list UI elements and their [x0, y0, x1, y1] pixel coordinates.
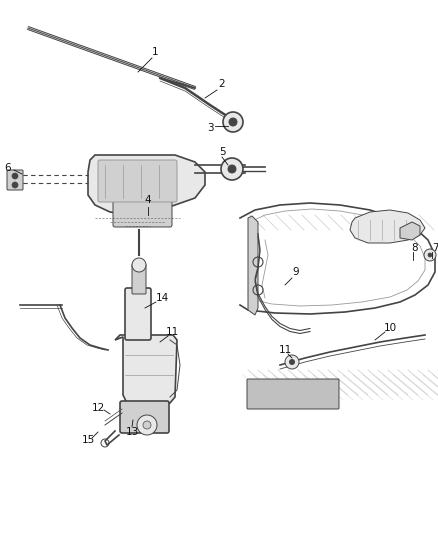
- Polygon shape: [248, 216, 258, 315]
- Text: 3: 3: [207, 123, 213, 133]
- FancyBboxPatch shape: [98, 160, 177, 202]
- FancyBboxPatch shape: [247, 379, 339, 409]
- FancyBboxPatch shape: [113, 198, 172, 227]
- Text: 12: 12: [92, 403, 105, 413]
- Circle shape: [223, 112, 243, 132]
- Polygon shape: [350, 210, 425, 243]
- Circle shape: [221, 158, 243, 180]
- Text: 10: 10: [383, 323, 396, 333]
- Text: 13: 13: [125, 427, 138, 437]
- Text: 14: 14: [155, 293, 169, 303]
- Text: 2: 2: [219, 79, 225, 89]
- Circle shape: [428, 253, 432, 257]
- Text: 4: 4: [145, 195, 151, 205]
- Circle shape: [132, 258, 146, 272]
- Polygon shape: [400, 222, 420, 240]
- Circle shape: [229, 118, 237, 126]
- Text: 11: 11: [279, 345, 292, 355]
- FancyBboxPatch shape: [7, 170, 23, 190]
- Circle shape: [285, 355, 299, 369]
- FancyBboxPatch shape: [120, 401, 169, 433]
- Text: 11: 11: [166, 327, 179, 337]
- Circle shape: [228, 165, 236, 173]
- Circle shape: [289, 359, 295, 365]
- Text: 5: 5: [219, 147, 225, 157]
- Text: 15: 15: [81, 435, 95, 445]
- FancyBboxPatch shape: [125, 288, 151, 340]
- Text: 6: 6: [5, 163, 11, 173]
- Polygon shape: [115, 335, 177, 403]
- Text: 7: 7: [432, 243, 438, 253]
- Text: 8: 8: [412, 243, 418, 253]
- Circle shape: [424, 249, 436, 261]
- Circle shape: [12, 182, 18, 188]
- Text: 9: 9: [293, 267, 299, 277]
- Polygon shape: [88, 155, 205, 215]
- Circle shape: [12, 173, 18, 179]
- Circle shape: [137, 415, 157, 435]
- Text: 1: 1: [152, 47, 158, 57]
- FancyBboxPatch shape: [132, 264, 146, 294]
- Circle shape: [143, 421, 151, 429]
